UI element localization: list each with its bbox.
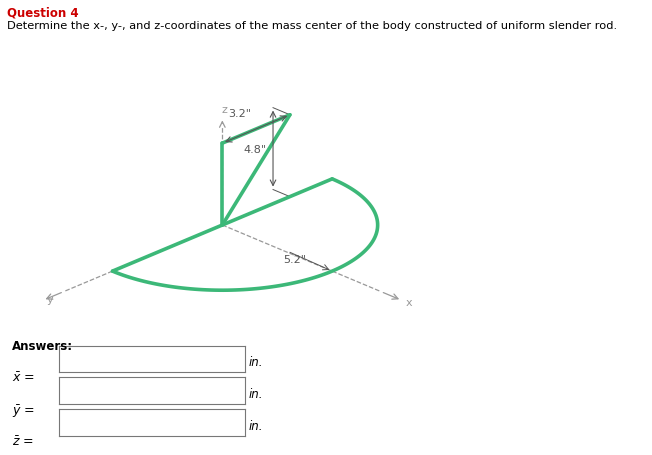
- Text: in.: in.: [249, 387, 263, 400]
- Text: Question 4: Question 4: [7, 7, 78, 20]
- Text: Determine the x-, y-, and z-coordinates of the mass center of the body construct: Determine the x-, y-, and z-coordinates …: [7, 20, 617, 30]
- Text: $\bar{y}$ =: $\bar{y}$ =: [12, 403, 35, 419]
- Text: y: y: [47, 294, 53, 304]
- Text: Answers:: Answers:: [12, 339, 73, 352]
- Text: in.: in.: [249, 419, 263, 432]
- Text: x: x: [406, 297, 413, 307]
- Text: 4.8": 4.8": [244, 144, 267, 154]
- Text: 5.2": 5.2": [284, 255, 306, 265]
- Text: $\bar{z}$ =: $\bar{z}$ =: [12, 435, 33, 448]
- Text: z: z: [222, 105, 228, 115]
- Text: $\bar{x}$ =: $\bar{x}$ =: [12, 371, 35, 384]
- Text: 3.2": 3.2": [228, 109, 252, 119]
- Text: in.: in.: [249, 355, 263, 368]
